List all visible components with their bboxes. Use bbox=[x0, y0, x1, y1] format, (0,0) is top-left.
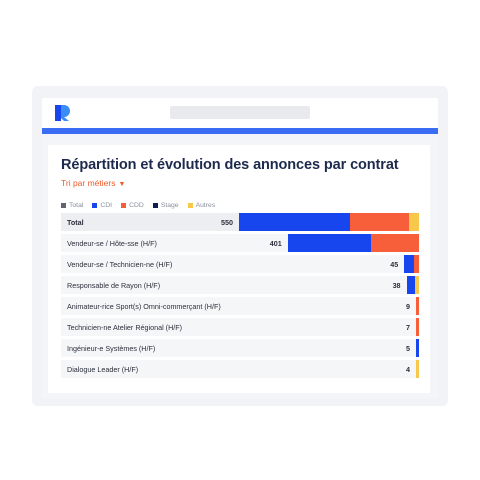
bar-segment-cdd bbox=[371, 234, 419, 252]
row-count: 4 bbox=[406, 364, 410, 374]
chart-card: Répartition et évolution des annonces pa… bbox=[48, 145, 430, 393]
bar-segment-autres bbox=[408, 213, 419, 231]
legend-swatch bbox=[61, 202, 66, 208]
card-title: Répartition et évolution des annonces pa… bbox=[61, 157, 399, 173]
stacked-bar[interactable] bbox=[416, 360, 419, 378]
accent-stripe bbox=[42, 128, 438, 134]
caret-down-icon: ▼ bbox=[118, 181, 126, 188]
row-count: 38 bbox=[392, 280, 401, 290]
row-count: 45 bbox=[390, 259, 399, 269]
bar-segment-cdd bbox=[349, 213, 409, 231]
row-label: Dialogue Leader (H/F) bbox=[67, 364, 139, 374]
legend-label: Total bbox=[69, 201, 84, 209]
stacked-bar[interactable] bbox=[404, 255, 419, 273]
table-row[interactable]: Animateur-rice Sport(s) Omni-commerçant … bbox=[61, 297, 419, 315]
row-count: 550 bbox=[221, 217, 233, 227]
sort-label: Tri par métiers bbox=[61, 178, 116, 188]
table-row[interactable]: Responsable de Rayon (H/F) 38 bbox=[61, 276, 419, 294]
table-row[interactable]: Vendeur-se / Hôte-sse (H/F) 401 bbox=[61, 234, 419, 252]
stacked-bar[interactable] bbox=[406, 276, 419, 294]
stacked-bar[interactable] bbox=[416, 339, 419, 357]
table-row[interactable]: Technicien-ne Atelier Régional (H/F) 7 bbox=[61, 318, 419, 336]
legend-label: Autres bbox=[195, 201, 216, 209]
bar-segment-cdd bbox=[416, 297, 419, 315]
app-window: Répartition et évolution des annonces pa… bbox=[42, 98, 438, 398]
row-count: 7 bbox=[406, 322, 410, 332]
legend-swatch bbox=[152, 202, 158, 208]
legend-label: CDI bbox=[100, 201, 113, 209]
legend-item[interactable]: CDD bbox=[121, 202, 144, 209]
bar-segment-cdi bbox=[404, 255, 415, 273]
brand-logo-icon[interactable] bbox=[54, 104, 72, 122]
row-count: 5 bbox=[406, 343, 410, 353]
legend-label: Stage bbox=[160, 201, 179, 209]
top-bar bbox=[42, 98, 438, 128]
bar-segment-autres bbox=[414, 276, 419, 294]
chart-legend: Total CDI CDD Stage Autres bbox=[61, 200, 215, 210]
chart-rows: Total 550 Vendeur-se / Hôte-sse (H/F) 401 Ve… bbox=[61, 213, 419, 381]
stacked-bar[interactable] bbox=[287, 234, 419, 252]
stacked-bar[interactable] bbox=[239, 213, 419, 231]
bar-segment-cdi bbox=[406, 276, 415, 294]
bar-segment-cdi bbox=[239, 213, 350, 231]
legend-swatch bbox=[92, 202, 98, 208]
stacked-bar[interactable] bbox=[416, 318, 419, 336]
bar-segment-autres bbox=[416, 360, 419, 378]
legend-item[interactable]: Autres bbox=[187, 201, 216, 209]
legend-item[interactable]: Stage bbox=[152, 201, 179, 209]
legend-item[interactable]: CDI bbox=[92, 202, 112, 209]
legend-item[interactable]: Total bbox=[61, 202, 83, 209]
bar-segment-cdd bbox=[416, 318, 419, 336]
table-row[interactable]: Dialogue Leader (H/F) 4 bbox=[61, 360, 419, 378]
table-row[interactable]: Ingénieur-e Systèmes (H/F) 5 bbox=[61, 339, 419, 357]
row-label: Responsable de Rayon (H/F) bbox=[67, 280, 161, 290]
row-count: 401 bbox=[269, 238, 282, 248]
row-count: 9 bbox=[406, 301, 410, 311]
row-label: Vendeur-se / Technicien-ne (H/F) bbox=[67, 259, 173, 269]
table-row[interactable]: Total 550 bbox=[61, 213, 419, 231]
stacked-bar[interactable] bbox=[416, 297, 419, 315]
bar-segment-cdi bbox=[416, 339, 419, 357]
row-label: Total bbox=[67, 217, 84, 227]
row-label: Animateur-rice Sport(s) Omni-commerçant … bbox=[67, 301, 221, 311]
row-label: Technicien-ne Atelier Régional (H/F) bbox=[67, 322, 183, 332]
row-label: Vendeur-se / Hôte-sse (H/F) bbox=[67, 238, 157, 248]
legend-swatch bbox=[187, 202, 193, 208]
table-row[interactable]: Vendeur-se / Technicien-ne (H/F) 45 bbox=[61, 255, 419, 273]
legend-swatch bbox=[121, 202, 127, 208]
bar-segment-cdd bbox=[414, 255, 419, 273]
bar-segment-cdi bbox=[287, 234, 372, 252]
address-bar[interactable] bbox=[170, 106, 310, 119]
row-label: Ingénieur-e Systèmes (H/F) bbox=[67, 343, 156, 353]
legend-label: CDD bbox=[129, 201, 144, 209]
sort-dropdown[interactable]: Tri par métiers ▼ bbox=[61, 178, 125, 188]
